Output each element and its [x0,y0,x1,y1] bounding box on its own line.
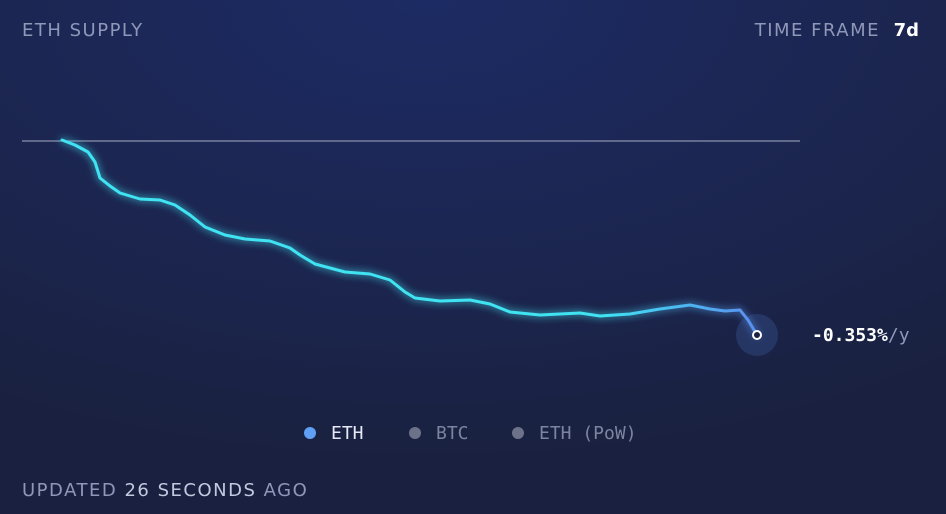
legend-item[interactable]: ETH (PoW) [512,423,637,444]
legend-label: BTC [436,423,469,444]
updated-suffix: AGO [264,480,309,501]
legend-item[interactable]: ETH [304,423,364,444]
time-frame[interactable]: 7d [894,20,919,41]
chart-title: ETH SUPPLY [22,20,144,41]
legend-dot [512,427,524,439]
legend-dot [304,427,316,439]
rate: -0.353% [812,325,888,346]
updated-prefix: UPDATED [22,480,117,501]
updated-count: 26 [124,480,150,501]
legend-label: ETH [331,423,364,444]
legend-dot [409,427,421,439]
updated-unit: SECONDS [158,480,257,501]
series-line [60,138,759,337]
updated: UPDATED 26 SECONDS AGO [22,480,308,501]
legend-label: ETH (PoW) [539,423,637,444]
time-frame-label: TIME FRAME [754,20,880,41]
legend-item[interactable]: BTC [409,423,469,444]
end-label: -0.353%/y [812,325,910,346]
rate-unit: /y [888,325,910,346]
end-point [752,330,762,340]
